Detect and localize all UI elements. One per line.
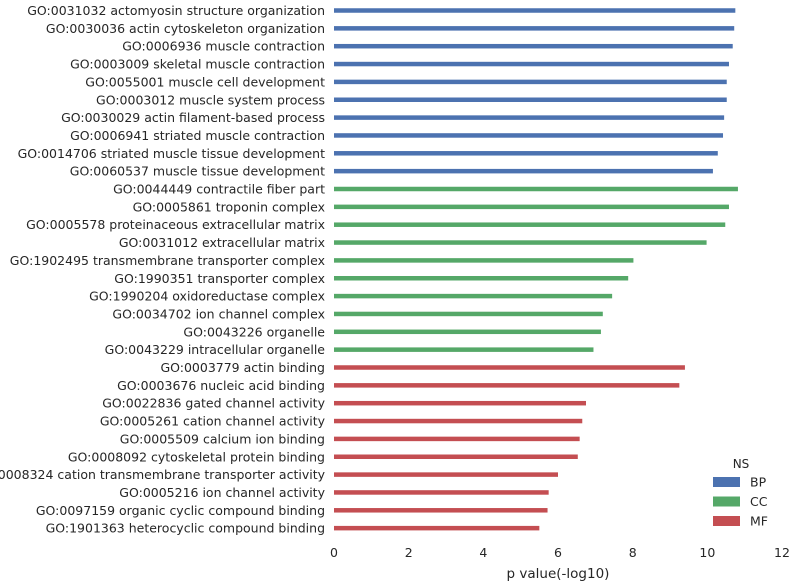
category-label: GO:1902495 transmembrane transporter com… xyxy=(10,253,325,268)
x-tick-label: 4 xyxy=(479,545,487,560)
bar xyxy=(334,26,735,31)
category-label: GO:1990204 oxidoreductase complex xyxy=(89,289,325,304)
bar xyxy=(334,329,601,335)
category-label: GO:0003676 nucleic acid binding xyxy=(117,378,325,393)
category-label: GO:0022836 gated channel activity xyxy=(102,396,325,411)
bar xyxy=(334,186,738,192)
x-tick-label: 10 xyxy=(699,545,715,560)
bar xyxy=(334,151,718,156)
bar xyxy=(334,293,613,299)
legend-label: CC xyxy=(750,494,768,509)
legend-label: MF xyxy=(750,514,768,529)
x-tick-label: 2 xyxy=(405,545,413,560)
legend-swatch xyxy=(713,516,740,526)
bar xyxy=(334,400,586,406)
legend-swatch xyxy=(713,496,740,507)
bar xyxy=(334,8,736,13)
category-label: GO:0043229 intracellular organelle xyxy=(105,342,326,357)
bar xyxy=(334,311,603,317)
category-label: GO:0030029 actin filament-based process xyxy=(61,110,325,125)
bar xyxy=(334,133,724,138)
legend-swatch xyxy=(713,477,740,487)
bar xyxy=(334,115,725,120)
category-label: GO:0006941 striated muscle contraction xyxy=(70,128,325,143)
category-label: GO:0097159 organic cyclic compound bindi… xyxy=(36,503,325,518)
category-label: GO:0031012 extracellular matrix xyxy=(119,235,325,250)
category-label: GO:0005578 proteinaceous extracellular m… xyxy=(26,217,325,232)
category-label: GO:0031032 actomyosin structure organiza… xyxy=(27,3,325,18)
bar xyxy=(334,525,540,531)
category-label: GO:0014706 striated muscle tissue develo… xyxy=(18,146,326,161)
category-label: GO:1990351 transporter complex xyxy=(114,271,325,286)
legend-title: NS xyxy=(733,457,750,471)
category-label: GO:0055001 muscle cell development xyxy=(85,74,325,89)
x-axis-ticks: 0 2 4 6 8 10 12 xyxy=(330,545,790,560)
bar xyxy=(334,454,578,459)
category-label: GO:0005261 cation channel activity xyxy=(100,414,326,429)
bar xyxy=(334,240,707,245)
bar xyxy=(334,508,548,513)
category-label: GO:0005861 troponin complex xyxy=(133,199,325,214)
category-label: GO:0005509 calcium ion binding xyxy=(120,431,325,446)
x-tick-label: 8 xyxy=(629,545,637,560)
category-label: GO:0006936 muscle contraction xyxy=(122,39,325,54)
bar xyxy=(334,43,733,49)
bar xyxy=(334,365,685,370)
legend: NS BP CC MF xyxy=(713,457,768,529)
category-label: GO:0044449 contractile fiber part xyxy=(113,182,325,197)
bar xyxy=(334,79,727,85)
bar xyxy=(334,276,629,281)
bar xyxy=(334,418,583,424)
bar xyxy=(334,258,634,263)
category-label: GO:0034702 ion channel complex xyxy=(112,306,325,321)
category-label: GO:0003009 skeletal muscle contraction xyxy=(70,57,325,72)
legend-label: BP xyxy=(750,475,767,490)
category-label: GO:0043226 organelle xyxy=(183,324,325,339)
x-tick-label: 6 xyxy=(554,545,562,560)
bar xyxy=(334,97,727,102)
category-label: GO:0060537 muscle tissue development xyxy=(70,164,325,179)
category-label: GO:0005216 ion channel activity xyxy=(119,485,325,500)
x-tick-label: 0 xyxy=(330,545,338,560)
x-tick-label: 12 xyxy=(774,545,790,560)
category-label: GO:0008324 cation transmembrane transpor… xyxy=(0,467,326,482)
category-label: GO:1901363 heterocyclic compound binding xyxy=(46,521,325,536)
category-label: GO:0030036 actin cytoskeleton organizati… xyxy=(46,21,325,36)
x-axis-title: p value(-log10) xyxy=(507,566,610,582)
category-labels: GO:0031032 actomyosin structure organiza… xyxy=(0,3,326,536)
bar xyxy=(334,222,726,227)
category-label: GO:0008092 cytoskeletal protein binding xyxy=(68,449,325,464)
category-label: GO:0003779 actin binding xyxy=(160,360,325,375)
bar xyxy=(334,168,713,174)
bars-group xyxy=(334,8,738,531)
bar xyxy=(334,472,558,477)
bar xyxy=(334,61,729,67)
bar xyxy=(334,204,729,210)
bar xyxy=(334,347,594,352)
category-label: GO:0003012 muscle system process xyxy=(96,92,325,107)
bar xyxy=(334,383,680,388)
bar xyxy=(334,490,549,495)
bar xyxy=(334,436,580,442)
